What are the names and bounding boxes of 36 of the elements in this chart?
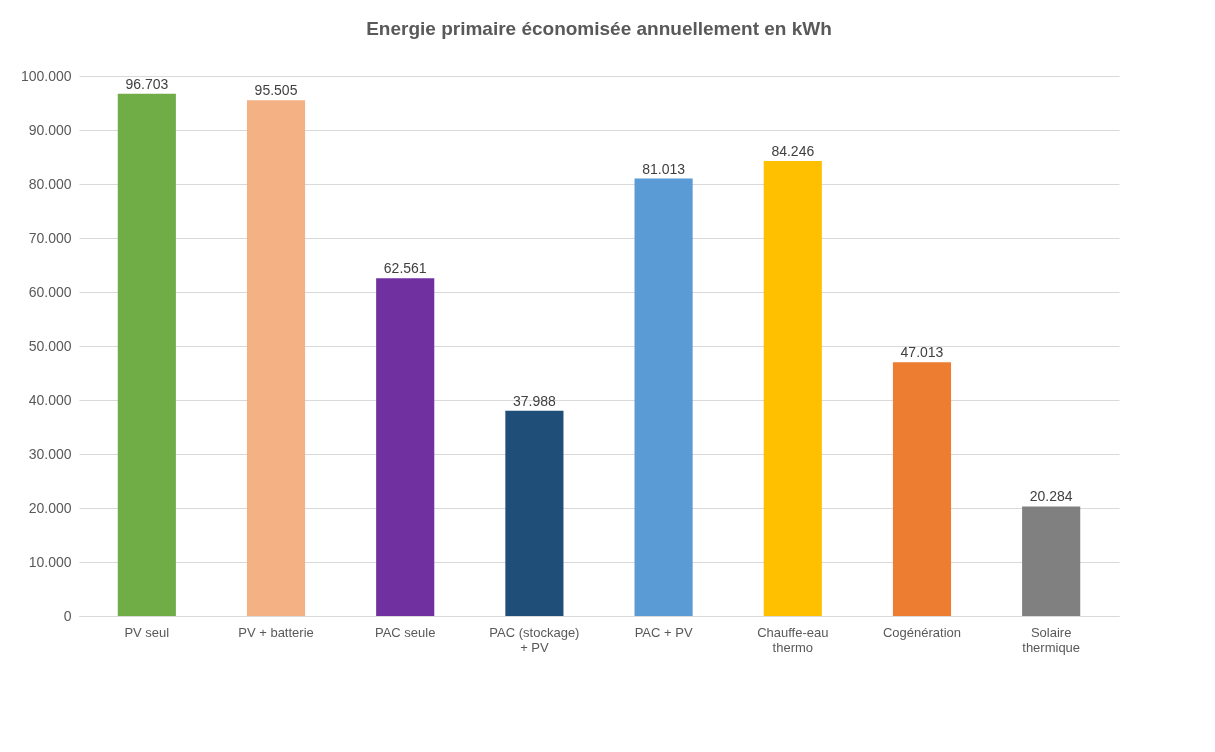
x-tick-label: Cogénération bbox=[882, 624, 962, 640]
bar bbox=[376, 278, 435, 616]
x-tick-label: PV seul bbox=[124, 624, 170, 640]
bar bbox=[892, 362, 952, 616]
bar bbox=[117, 93, 176, 616]
y-tick-label: 80.000 bbox=[28, 175, 72, 192]
bar bbox=[634, 178, 693, 616]
x-tick-label: PAC (stockage) + PV bbox=[489, 624, 580, 655]
x-tick-label: PAC + PV bbox=[634, 624, 693, 640]
data-label: 95.505 bbox=[254, 82, 298, 99]
x-tick-label: PAC seule bbox=[374, 624, 436, 640]
bar bbox=[505, 410, 564, 616]
bar bbox=[1022, 506, 1081, 616]
bar bbox=[246, 100, 306, 616]
chart-title: Energie primaire économisée annuellement en kWh bbox=[366, 18, 832, 39]
y-tick-label: 100.000 bbox=[20, 67, 72, 84]
x-tick-label: PV + batterie bbox=[238, 624, 314, 640]
bar bbox=[763, 161, 822, 616]
y-tick-label: 0 bbox=[63, 607, 72, 624]
data-label: 62.561 bbox=[383, 260, 427, 277]
x-tick-label: Chauffe-eau thermo bbox=[757, 624, 829, 655]
y-tick-label: 90.000 bbox=[28, 121, 72, 138]
y-tick-label: 60.000 bbox=[28, 283, 72, 300]
x-tick-label: Solaire thermique bbox=[1022, 624, 1081, 655]
y-tick-label: 10.000 bbox=[28, 553, 72, 570]
y-tick-label: 70.000 bbox=[28, 229, 72, 246]
data-label: 37.988 bbox=[512, 392, 557, 409]
y-tick-label: 30.000 bbox=[28, 445, 72, 462]
data-label: 84.246 bbox=[771, 143, 815, 160]
data-label: 47.013 bbox=[900, 344, 944, 361]
data-label: 81.013 bbox=[642, 160, 686, 177]
data-label: 96.703 bbox=[125, 75, 169, 92]
y-tick-label: 40.000 bbox=[28, 391, 72, 408]
y-tick-label: 20.000 bbox=[28, 499, 72, 516]
y-tick-label: 50.000 bbox=[28, 337, 72, 354]
data-label: 20.284 bbox=[1029, 488, 1073, 505]
